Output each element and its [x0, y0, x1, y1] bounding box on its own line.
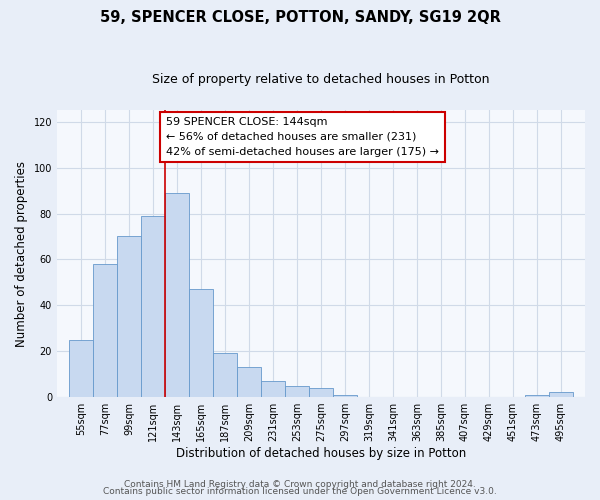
Bar — [549, 392, 573, 397]
Bar — [285, 386, 309, 397]
Text: 59 SPENCER CLOSE: 144sqm
← 56% of detached houses are smaller (231)
42% of semi-: 59 SPENCER CLOSE: 144sqm ← 56% of detach… — [166, 117, 439, 157]
Bar — [333, 395, 357, 397]
Y-axis label: Number of detached properties: Number of detached properties — [15, 160, 28, 346]
Text: 59, SPENCER CLOSE, POTTON, SANDY, SG19 2QR: 59, SPENCER CLOSE, POTTON, SANDY, SG19 2… — [100, 10, 500, 25]
Bar — [213, 354, 237, 397]
Bar — [165, 193, 189, 397]
Bar — [93, 264, 117, 397]
Bar — [525, 395, 549, 397]
Text: Contains HM Land Registry data © Crown copyright and database right 2024.: Contains HM Land Registry data © Crown c… — [124, 480, 476, 489]
Bar — [117, 236, 141, 397]
Text: Contains public sector information licensed under the Open Government Licence v3: Contains public sector information licen… — [103, 487, 497, 496]
Title: Size of property relative to detached houses in Potton: Size of property relative to detached ho… — [152, 72, 490, 86]
Bar — [261, 381, 285, 397]
X-axis label: Distribution of detached houses by size in Potton: Distribution of detached houses by size … — [176, 447, 466, 460]
Bar — [237, 368, 261, 397]
Bar — [309, 388, 333, 397]
Bar — [141, 216, 165, 397]
Bar — [189, 289, 213, 397]
Bar — [69, 340, 93, 397]
